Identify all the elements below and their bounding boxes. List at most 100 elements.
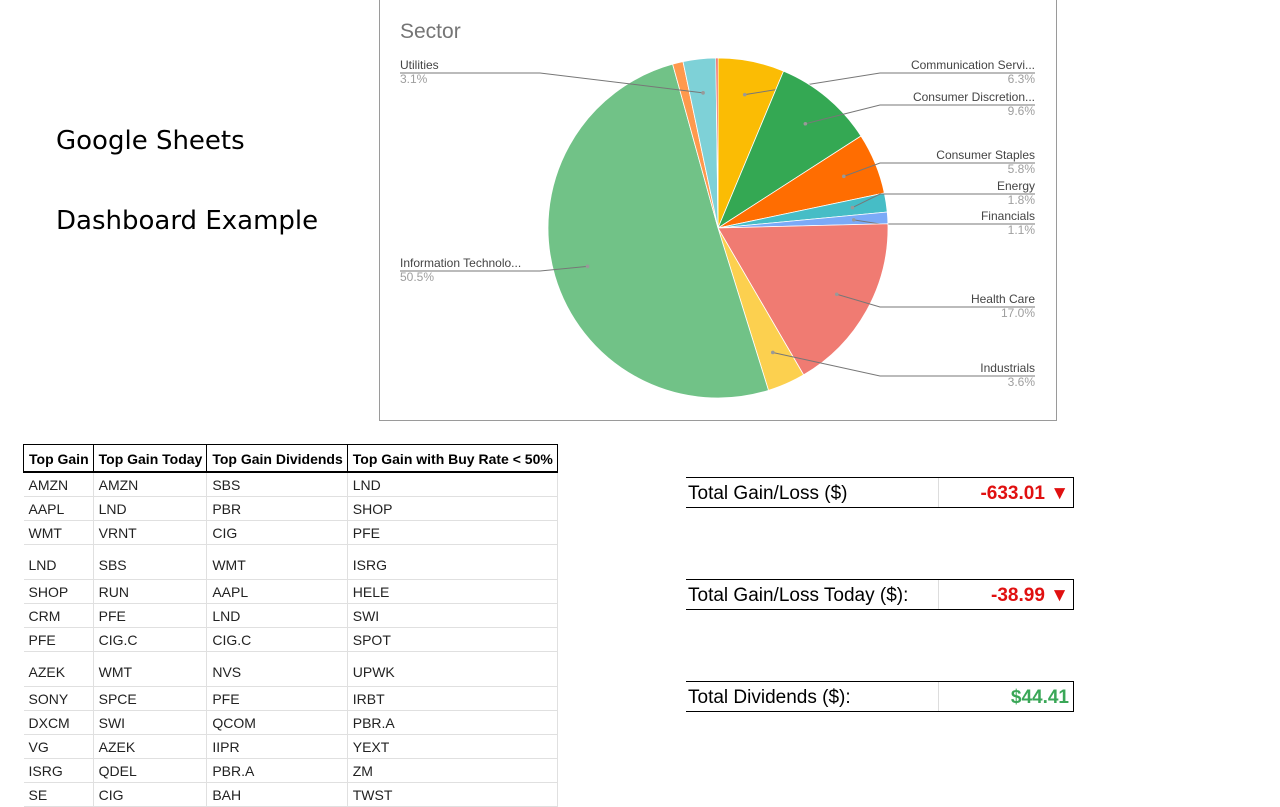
- table-cell[interactable]: VG: [23, 734, 94, 759]
- table-cell[interactable]: SONY: [23, 686, 94, 711]
- slice-label: Information Technolo... 50.5%: [400, 256, 521, 284]
- table-cell[interactable]: AMZN: [93, 472, 208, 497]
- table-row: ISRG QDEL PBR.A ZM: [23, 758, 558, 783]
- sector-pie-chart[interactable]: Sector Communication Servi... 6.3% Consume…: [379, 0, 1057, 421]
- table-cell[interactable]: PBR: [206, 496, 348, 521]
- table-row: LND SBS WMT ISRG: [23, 544, 558, 580]
- table-row: SHOP RUN AAPL HELE: [23, 579, 558, 604]
- slice-label: Health Care 17.0%: [971, 292, 1035, 320]
- slice-percent: 17.0%: [1000, 306, 1035, 320]
- table-cell[interactable]: PFE: [206, 686, 348, 711]
- summary-label: Total Gain/Loss Today ($):: [686, 580, 939, 609]
- column-header[interactable]: Top Gain with Buy Rate < 50%: [346, 444, 558, 473]
- table-row: CRM PFE LND SWI: [23, 603, 558, 628]
- table-cell[interactable]: AMZN: [23, 472, 94, 497]
- table-cell[interactable]: CIG: [206, 520, 348, 545]
- pie-slice[interactable]: [717, 223, 889, 376]
- table-cell[interactable]: NVS: [206, 651, 348, 687]
- table-cell[interactable]: WMT: [206, 544, 348, 580]
- leader-dot: [851, 218, 856, 222]
- table-cell[interactable]: AAPL: [23, 496, 94, 521]
- table-cell[interactable]: CRM: [23, 603, 94, 628]
- table-cell[interactable]: VRNT: [93, 520, 208, 545]
- leader-line: [400, 265, 588, 272]
- table-cell[interactable]: QCOM: [206, 710, 348, 735]
- table-cell[interactable]: YEXT: [347, 734, 558, 759]
- leader-line: [843, 162, 1035, 177]
- column-header[interactable]: Top Gain Dividends: [206, 444, 348, 473]
- leader-line: [836, 293, 1035, 308]
- summary-value[interactable]: -38.99 ▼: [991, 585, 1069, 606]
- slice-label: Consumer Staples 5.8%: [936, 148, 1035, 176]
- table-cell[interactable]: LND: [93, 496, 208, 521]
- slice-percent: 3.6%: [1007, 375, 1035, 389]
- table-cell[interactable]: LND: [23, 544, 94, 580]
- table-cell[interactable]: CIG.C: [93, 627, 208, 652]
- table-cell[interactable]: AZEK: [93, 734, 208, 759]
- pie-svg: [400, 57, 1035, 399]
- table-cell[interactable]: PFE: [347, 520, 558, 545]
- table-cell[interactable]: QDEL: [93, 758, 208, 783]
- column-header[interactable]: Top Gain: [23, 444, 94, 473]
- pie-slice[interactable]: [547, 63, 769, 399]
- slice-name: Communication Servi...: [910, 58, 1035, 72]
- table-cell[interactable]: TWST: [347, 782, 558, 807]
- summary-value[interactable]: $44.41: [1010, 687, 1069, 708]
- table-cell[interactable]: AAPL: [206, 579, 348, 604]
- table-cell[interactable]: DXCM: [23, 710, 94, 735]
- table-cell[interactable]: CIG.C: [206, 627, 348, 652]
- table-cell[interactable]: ISRG: [347, 544, 558, 580]
- leader-dot: [834, 292, 839, 297]
- table-cell[interactable]: LND: [206, 603, 348, 628]
- table-cell[interactable]: SHOP: [347, 496, 558, 521]
- slice-percent: 5.8%: [1007, 162, 1035, 176]
- table-cell[interactable]: AZEK: [23, 651, 94, 687]
- slice-label: Communication Servi... 6.3%: [911, 58, 1035, 86]
- slice-name: Utilities: [400, 58, 439, 72]
- table-cell[interactable]: ISRG: [23, 758, 94, 783]
- table-cell[interactable]: ZM: [347, 758, 558, 783]
- pie-slice[interactable]: [717, 70, 862, 230]
- table-cell[interactable]: IRBT: [347, 686, 558, 711]
- table-cell[interactable]: SBS: [93, 544, 208, 580]
- table-cell[interactable]: WMT: [93, 651, 208, 687]
- slice-percent: 6.3%: [1007, 72, 1035, 86]
- table-cell[interactable]: IIPR: [206, 734, 348, 759]
- table-cell[interactable]: SHOP: [23, 579, 94, 604]
- table-cell[interactable]: PFE: [93, 603, 208, 628]
- slice-label: Utilities 3.1%: [400, 58, 439, 86]
- table-row: AMZN AMZN SBS LND: [23, 472, 558, 497]
- slice-name: Information Technolo...: [400, 256, 522, 270]
- slice-percent: 1.1%: [1007, 223, 1035, 237]
- column-header[interactable]: Top Gain Today: [92, 444, 208, 473]
- summary-value[interactable]: -633.01 ▼: [980, 483, 1069, 504]
- table-cell[interactable]: SWI: [347, 603, 558, 628]
- table-cell[interactable]: PFE: [23, 627, 94, 652]
- pie-slice[interactable]: [715, 57, 719, 229]
- leader-line: [772, 351, 1035, 377]
- table-cell[interactable]: HELE: [347, 579, 558, 604]
- leader-dot: [842, 174, 846, 179]
- table-cell[interactable]: SPOT: [347, 627, 558, 652]
- leader-dot: [585, 264, 590, 269]
- table-cell[interactable]: LND: [347, 472, 558, 497]
- slice-name: Financials: [980, 209, 1035, 223]
- table-cell[interactable]: PBR.A: [206, 758, 348, 783]
- table-cell[interactable]: RUN: [93, 579, 208, 604]
- slice-percent: 1.8%: [1007, 193, 1035, 207]
- slice-percent: 9.6%: [1007, 104, 1035, 118]
- table-cell[interactable]: SPCE: [93, 686, 208, 711]
- table-cell[interactable]: SBS: [206, 472, 348, 497]
- leader-line: [852, 193, 1035, 209]
- summary-total-dividends: Total Dividends ($): $44.41: [686, 681, 1074, 712]
- table-cell[interactable]: CIG: [93, 782, 208, 807]
- table-cell[interactable]: BAH: [206, 782, 348, 807]
- table-cell[interactable]: WMT: [23, 520, 94, 545]
- table-cell[interactable]: SWI: [93, 710, 208, 735]
- table-cell[interactable]: PBR.A: [347, 710, 558, 735]
- table-cell[interactable]: SE: [23, 782, 94, 807]
- table-cell[interactable]: UPWK: [347, 651, 558, 687]
- dashboard-heading-line2: Dashboard Example: [56, 206, 319, 236]
- slice-percent: 50.5%: [400, 270, 435, 284]
- table-row: VG AZEK IIPR YEXT: [23, 734, 558, 759]
